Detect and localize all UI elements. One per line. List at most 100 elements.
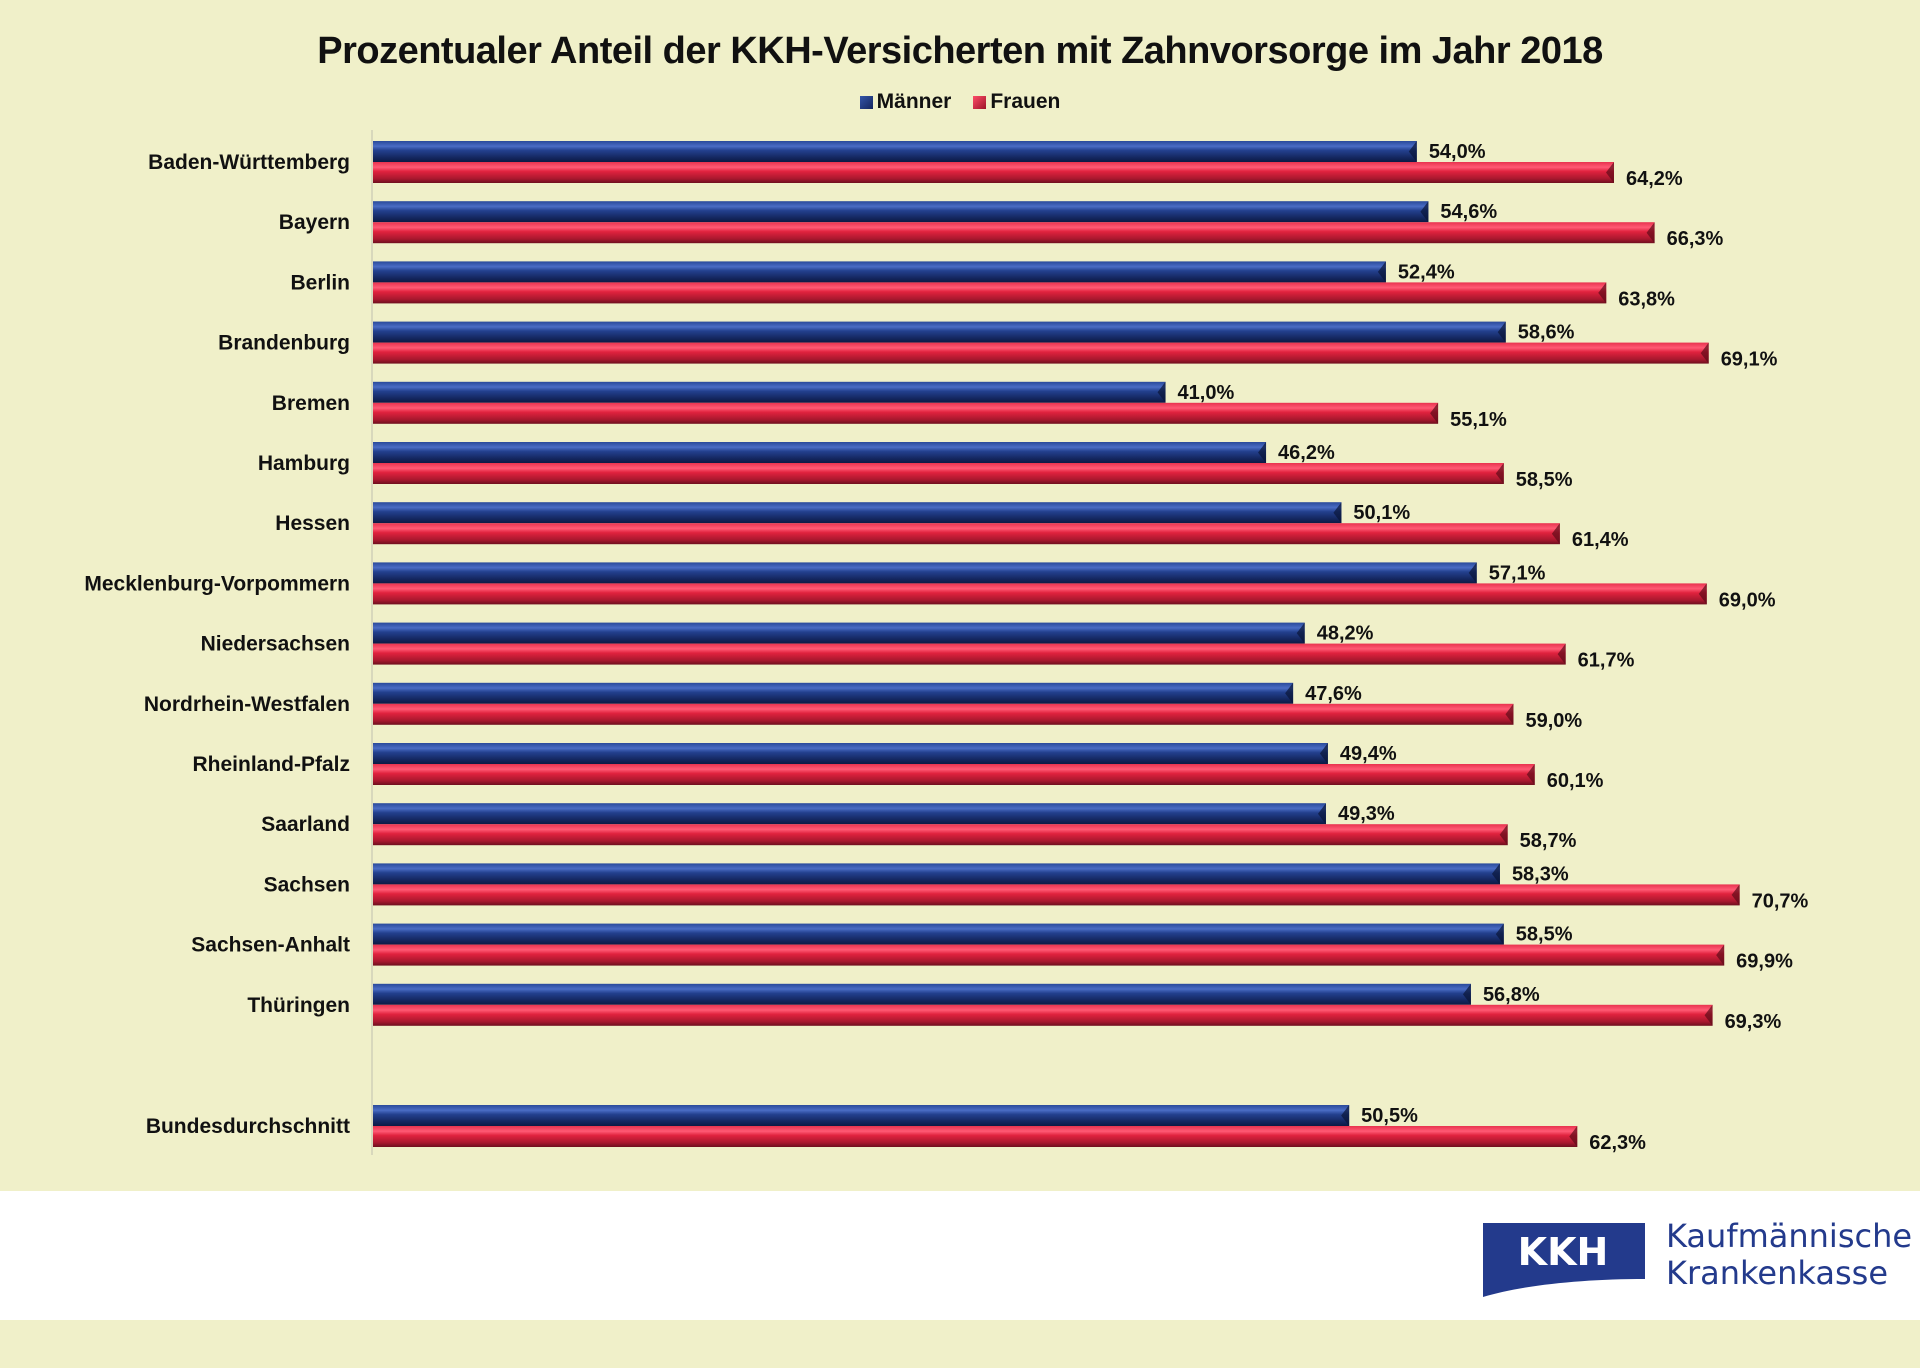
bar-men <box>373 201 1429 223</box>
legend-swatch-women <box>973 95 987 109</box>
legend-label-women: Frauen <box>990 90 1061 113</box>
legend-swatch-men <box>859 95 873 109</box>
value-label-women: 69,9% <box>1736 951 1793 973</box>
bar-end-bevel <box>1296 622 1305 644</box>
bar-end-bevel <box>1716 944 1725 966</box>
bar-end-bevel <box>1505 703 1514 725</box>
bar-women <box>373 282 1607 304</box>
value-label-women: 59,0% <box>1525 710 1582 732</box>
bar-end-bevel <box>1341 1105 1350 1126</box>
bar-women <box>373 342 1709 364</box>
value-label-women: 69,1% <box>1721 349 1778 371</box>
bar-men <box>373 1105 1350 1126</box>
bar-women <box>373 764 1535 785</box>
bar-end-bevel <box>1499 824 1508 846</box>
bar-end-bevel <box>1285 682 1294 704</box>
bar-end-bevel <box>1258 442 1267 463</box>
value-label-men: 57,1% <box>1489 562 1546 584</box>
value-label-women: 69,3% <box>1725 1011 1782 1033</box>
kkh-logo-letters: KKH <box>1518 1230 1609 1274</box>
category-row: Berlin 52,4% 63,8% <box>290 261 1675 310</box>
value-label-women: 69,0% <box>1719 589 1776 611</box>
category-label: Berlin <box>290 271 350 294</box>
kkh-logo-mark: KKH <box>1483 1223 1645 1297</box>
bar-women <box>373 1126 1578 1147</box>
bar-women <box>373 463 1504 484</box>
value-label-women: 63,8% <box>1618 288 1675 310</box>
category-row: Bremen 41,0% 55,1% <box>272 381 1507 431</box>
category-row: Rheinland-Pfalz 49,4% 60,1% <box>192 743 1604 792</box>
value-label-women: 58,5% <box>1516 469 1573 491</box>
value-label-women: 66,3% <box>1667 228 1724 250</box>
bar-women <box>373 162 1614 183</box>
category-label: Hessen <box>275 512 350 535</box>
bar-end-bevel <box>1333 502 1342 524</box>
category-label: Thüringen <box>247 994 350 1017</box>
bar-men <box>373 442 1267 463</box>
bar-end-bevel <box>1605 162 1614 183</box>
bar-men <box>373 321 1506 343</box>
bar-men <box>373 502 1342 524</box>
category-label: Hamburg <box>258 452 350 475</box>
bar-end-bevel <box>1462 983 1471 1005</box>
category-row: Hessen 50,1% 61,4% <box>275 502 1629 551</box>
legend-item-men: Männer <box>859 90 952 114</box>
logo-line-1: Kaufmännische <box>1666 1217 1913 1255</box>
category-row: Brandenburg 58,6% 69,1% <box>218 321 1778 371</box>
value-label-men: 50,1% <box>1353 502 1410 524</box>
category-label: Saarland <box>261 813 350 836</box>
chart-title: Prozentualer Anteil der KKH-Versicherten… <box>317 30 1603 72</box>
logo-line-2: Krankenkasse <box>1666 1254 1888 1292</box>
bar-women <box>373 222 1655 244</box>
bar-men <box>373 562 1477 584</box>
bar-end-bevel <box>1526 764 1535 785</box>
bar-men <box>373 381 1166 403</box>
bar-men <box>373 803 1326 825</box>
bar-end-bevel <box>1698 583 1707 605</box>
category-row: Baden-Württemberg 54,0% 64,2% <box>148 141 1683 190</box>
category-row: Sachsen-Anhalt 58,5% 69,9% <box>191 923 1793 973</box>
category-row: Nordrhein-Westfalen 47,6% 59,0% <box>144 682 1582 732</box>
bar-end-bevel <box>1557 643 1566 665</box>
value-label-men: 58,6% <box>1518 322 1575 344</box>
bar-men <box>373 682 1294 704</box>
bar-men <box>373 923 1504 945</box>
value-label-men: 47,6% <box>1305 683 1362 705</box>
bar-end-bevel <box>1495 463 1504 484</box>
bar-end-bevel <box>1646 222 1655 244</box>
category-label: Bayern <box>279 211 350 234</box>
bar-end-bevel <box>1420 201 1429 223</box>
bar-end-bevel <box>1497 321 1506 343</box>
category-label: Niedersachsen <box>201 633 350 656</box>
bar-end-bevel <box>1551 523 1560 545</box>
value-label-women: 70,7% <box>1752 890 1809 912</box>
category-row: Niedersachsen 48,2% 61,7% <box>201 622 1635 672</box>
bar-end-bevel <box>1317 803 1326 825</box>
bar-women <box>373 523 1560 545</box>
category-row: Mecklenburg-Vorpommern 57,1% 69,0% <box>84 562 1776 611</box>
bar-women <box>373 884 1740 906</box>
category-row: Hamburg 46,2% 58,5% <box>258 442 1573 491</box>
legend-label-men: Männer <box>876 90 952 113</box>
bar-women <box>373 703 1514 725</box>
category-row: Bayern 54,6% 66,3% <box>279 201 1724 250</box>
bar-men <box>373 141 1417 162</box>
value-label-women: 55,1% <box>1450 409 1507 431</box>
category-row: Sachsen 58,3% 70,7% <box>264 863 1809 912</box>
bar-women <box>373 824 1508 846</box>
category-row: Saarland 49,3% 58,7% <box>261 803 1577 852</box>
value-label-men: 48,2% <box>1317 623 1374 645</box>
value-label-women: 61,7% <box>1578 650 1635 672</box>
value-label-men: 58,3% <box>1512 863 1569 885</box>
value-label-men: 49,4% <box>1340 743 1397 765</box>
bar-end-bevel <box>1731 884 1740 906</box>
category-label: Brandenburg <box>218 332 350 355</box>
value-label-men: 58,5% <box>1516 924 1573 946</box>
value-label-women: 61,4% <box>1572 529 1629 551</box>
bar-women <box>373 944 1725 966</box>
bar-end-bevel <box>1569 1126 1578 1147</box>
bar-chart: Baden-Württemberg 54,0% 64,2% Bayern 54,6% 66… <box>84 130 1809 1155</box>
legend: Männer Frauen <box>0 90 1920 114</box>
value-label-men: 54,0% <box>1429 141 1486 163</box>
value-label-women: 64,2% <box>1626 168 1683 190</box>
